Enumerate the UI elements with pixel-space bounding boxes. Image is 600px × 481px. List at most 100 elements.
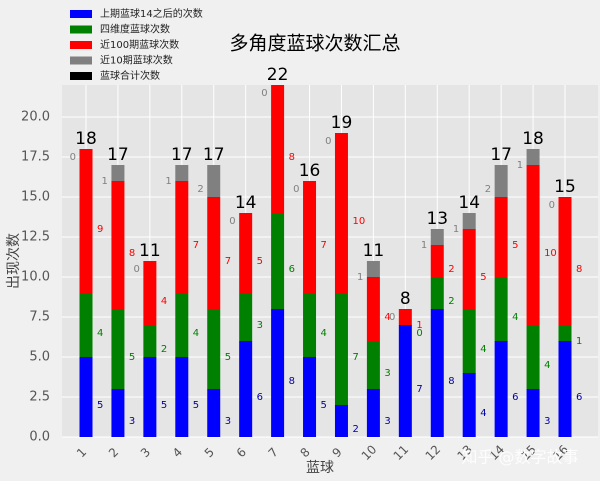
x-tick-label: 1 [74, 445, 89, 460]
total-label: 11 [363, 241, 385, 261]
x-tick-label: 7 [266, 445, 281, 460]
bar-segment [366, 389, 380, 437]
value-label: 7 [193, 240, 199, 251]
bar-segment [366, 341, 380, 389]
value-label: 4 [161, 296, 167, 307]
bar-segment [111, 389, 125, 437]
bar-segment [526, 389, 540, 437]
total-label: 8 [400, 289, 411, 309]
bar-segment [143, 261, 157, 325]
legend-label: 近10期蓝球次数 [100, 54, 173, 67]
bar-segment [462, 309, 476, 373]
bar-segment [526, 149, 540, 165]
legend-swatch [70, 56, 92, 65]
value-label: 5 [321, 400, 327, 411]
value-label: 2 [352, 424, 358, 435]
bar-segment [334, 133, 348, 293]
value-label: 4 [480, 344, 486, 355]
bar-segment [207, 197, 221, 309]
value-label: 3 [225, 416, 231, 427]
bar-segment [366, 277, 380, 341]
watermark: 知乎 @数字故事 [461, 448, 578, 467]
total-label: 11 [139, 241, 161, 261]
bar-segment [462, 213, 476, 229]
y-tick-label: 7.5 [29, 310, 50, 325]
value-label: 3 [544, 416, 550, 427]
bar-segment [207, 389, 221, 437]
y-tick-label: 15.0 [21, 190, 50, 205]
total-label: 19 [331, 113, 353, 133]
legend-label: 近100期蓝球次数 [100, 38, 179, 51]
value-label: 7 [225, 256, 231, 267]
bar-segment [558, 197, 572, 325]
y-tick-label: 17.5 [21, 150, 50, 165]
bar-segment [79, 357, 93, 437]
value-label: 0 [416, 328, 422, 339]
bar-segment [303, 293, 317, 357]
legend-swatch [70, 72, 92, 80]
value-label: 2 [448, 264, 454, 275]
value-label: 1 [453, 224, 459, 235]
y-tick-label: 5.0 [29, 350, 50, 365]
bar-segment [271, 213, 285, 309]
value-label: 5 [161, 400, 167, 411]
value-label: 4 [193, 328, 199, 339]
x-tick-label: 6 [234, 445, 249, 460]
bar-segment [79, 293, 93, 357]
value-label: 5 [225, 352, 231, 363]
value-label: 4 [97, 328, 103, 339]
x-tick-label: 2 [106, 445, 121, 460]
value-label: 10 [544, 248, 557, 259]
x-tick-label: 12 [423, 442, 444, 463]
x-tick-label: 3 [138, 445, 153, 460]
bar-segment [366, 261, 380, 277]
value-label: 7 [416, 384, 422, 395]
bar-segment [303, 181, 317, 293]
bar-segment [239, 213, 253, 293]
value-label: 3 [257, 320, 263, 331]
value-label: 7 [321, 240, 327, 251]
value-label: 1 [357, 272, 363, 283]
total-label: 22 [267, 65, 289, 85]
y-tick-label: 2.5 [29, 390, 50, 405]
value-label: 0 [389, 312, 395, 323]
y-axis-label: 出现次数 [6, 233, 22, 289]
value-label: 8 [129, 248, 135, 259]
legend-label: 上期蓝球14之后的次数 [100, 7, 203, 20]
bar-segment [462, 229, 476, 309]
value-label: 1 [421, 240, 427, 251]
bar-segment [271, 85, 285, 213]
total-label: 15 [554, 177, 576, 197]
value-label: 2 [161, 344, 167, 355]
total-label: 14 [235, 193, 257, 213]
value-label: 1 [416, 320, 422, 331]
bar-segment [175, 181, 189, 293]
value-label: 5 [512, 240, 518, 251]
x-tick-label: 9 [329, 445, 344, 460]
bar-segment [558, 325, 572, 341]
total-label: 18 [522, 129, 544, 149]
value-label: 4 [480, 408, 486, 419]
bar-segment [334, 293, 348, 405]
bar-segment [494, 341, 508, 437]
value-label: 3 [384, 368, 390, 379]
total-label: 14 [458, 193, 480, 213]
bar-segment [398, 309, 412, 325]
bar-segment [303, 357, 317, 437]
value-label: 0 [229, 216, 235, 227]
value-label: 2 [448, 296, 454, 307]
value-label: 3 [129, 416, 135, 427]
bar-segment [175, 293, 189, 357]
x-tick-label: 8 [298, 445, 313, 460]
value-label: 5 [257, 256, 263, 267]
value-label: 8 [289, 152, 295, 163]
value-label: 5 [97, 400, 103, 411]
legend-label: 蓝球合计次数 [100, 69, 160, 82]
value-label: 5 [129, 352, 135, 363]
bar-segment [207, 309, 221, 389]
total-label: 17 [203, 145, 225, 165]
bar-segment [143, 357, 157, 437]
value-label: 1 [576, 336, 582, 347]
value-label: 4 [512, 312, 518, 323]
